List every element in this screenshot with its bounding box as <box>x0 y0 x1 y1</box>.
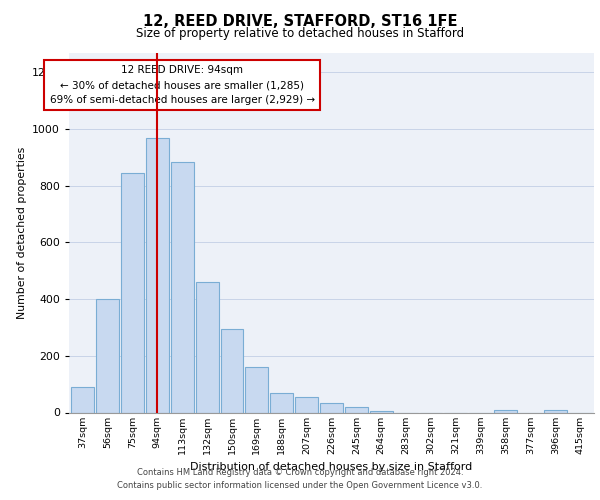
Bar <box>320 402 343 412</box>
Bar <box>370 411 393 412</box>
Bar <box>544 410 567 412</box>
Text: Contains HM Land Registry data © Crown copyright and database right 2024.: Contains HM Land Registry data © Crown c… <box>137 468 463 477</box>
X-axis label: Distribution of detached houses by size in Stafford: Distribution of detached houses by size … <box>190 462 473 472</box>
Bar <box>196 282 218 412</box>
Bar <box>221 329 244 412</box>
Y-axis label: Number of detached properties: Number of detached properties <box>17 146 26 318</box>
Text: 12 REED DRIVE: 94sqm
← 30% of detached houses are smaller (1,285)
69% of semi-de: 12 REED DRIVE: 94sqm ← 30% of detached h… <box>50 66 315 105</box>
Bar <box>96 299 119 412</box>
Bar <box>245 367 268 412</box>
Text: Contains public sector information licensed under the Open Government Licence v3: Contains public sector information licen… <box>118 480 482 490</box>
Bar <box>171 162 194 412</box>
Bar <box>146 138 169 412</box>
Bar <box>345 407 368 412</box>
Bar <box>71 387 94 412</box>
Bar <box>295 397 318 412</box>
Text: 12, REED DRIVE, STAFFORD, ST16 1FE: 12, REED DRIVE, STAFFORD, ST16 1FE <box>143 14 457 29</box>
Bar <box>121 173 144 412</box>
Text: Size of property relative to detached houses in Stafford: Size of property relative to detached ho… <box>136 28 464 40</box>
Bar <box>494 410 517 412</box>
Bar <box>270 392 293 412</box>
